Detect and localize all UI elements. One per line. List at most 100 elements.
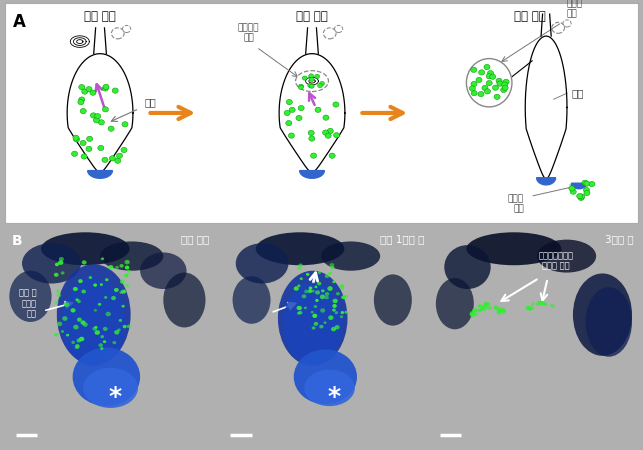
Circle shape — [570, 189, 576, 194]
Circle shape — [496, 78, 502, 84]
Circle shape — [79, 337, 84, 341]
Circle shape — [503, 309, 506, 312]
Circle shape — [535, 302, 539, 306]
Circle shape — [71, 308, 76, 312]
Circle shape — [116, 153, 123, 158]
Circle shape — [300, 277, 303, 280]
Circle shape — [57, 322, 62, 326]
Circle shape — [336, 292, 340, 296]
Circle shape — [98, 120, 104, 125]
Circle shape — [544, 303, 547, 306]
Ellipse shape — [57, 264, 131, 365]
Circle shape — [304, 290, 309, 293]
Circle shape — [484, 302, 488, 306]
Circle shape — [303, 306, 307, 309]
Circle shape — [314, 74, 320, 78]
Circle shape — [82, 290, 86, 293]
Text: 교미 직후: 교미 직후 — [181, 234, 210, 244]
Circle shape — [501, 309, 506, 314]
Circle shape — [98, 145, 104, 151]
Circle shape — [494, 306, 498, 309]
Circle shape — [298, 84, 303, 88]
Circle shape — [484, 302, 489, 307]
Circle shape — [73, 287, 78, 291]
Circle shape — [332, 280, 336, 283]
Circle shape — [332, 304, 337, 308]
Circle shape — [334, 133, 340, 138]
Circle shape — [86, 146, 92, 152]
Circle shape — [488, 306, 492, 310]
Circle shape — [55, 263, 59, 266]
Circle shape — [345, 311, 348, 314]
Circle shape — [478, 304, 482, 307]
Circle shape — [528, 307, 532, 310]
Circle shape — [80, 140, 86, 146]
Circle shape — [472, 308, 477, 313]
Circle shape — [77, 300, 81, 303]
Circle shape — [502, 82, 507, 87]
Circle shape — [577, 194, 583, 199]
Circle shape — [125, 266, 129, 270]
Circle shape — [109, 156, 115, 161]
Circle shape — [579, 194, 584, 199]
Circle shape — [78, 279, 83, 283]
Circle shape — [340, 284, 344, 288]
Text: 자궁 내
보관된
정자: 자궁 내 보관된 정자 — [19, 289, 37, 319]
Circle shape — [83, 322, 88, 327]
Text: B: B — [12, 234, 22, 248]
Text: 교미 직후: 교미 직후 — [84, 10, 116, 23]
Circle shape — [71, 341, 75, 344]
Circle shape — [494, 307, 498, 310]
Circle shape — [582, 180, 588, 185]
Circle shape — [323, 115, 329, 120]
Circle shape — [331, 327, 336, 331]
Circle shape — [122, 290, 126, 293]
Ellipse shape — [41, 232, 130, 265]
Circle shape — [503, 79, 509, 85]
Circle shape — [527, 306, 530, 309]
Circle shape — [112, 88, 118, 93]
Circle shape — [486, 81, 492, 86]
Circle shape — [538, 302, 542, 306]
Ellipse shape — [10, 271, 51, 322]
Polygon shape — [87, 171, 113, 178]
Circle shape — [302, 76, 307, 80]
Circle shape — [102, 86, 108, 91]
Ellipse shape — [466, 58, 512, 107]
Text: 3시간 후: 3시간 후 — [606, 234, 634, 244]
Circle shape — [80, 108, 86, 114]
Circle shape — [111, 296, 116, 300]
Circle shape — [321, 289, 325, 292]
Circle shape — [334, 325, 340, 329]
Circle shape — [478, 70, 485, 75]
Circle shape — [496, 307, 502, 312]
Circle shape — [529, 307, 532, 310]
Circle shape — [318, 271, 321, 274]
Ellipse shape — [586, 287, 632, 357]
Ellipse shape — [466, 232, 561, 265]
Circle shape — [490, 74, 496, 79]
Circle shape — [95, 113, 101, 119]
Circle shape — [66, 334, 69, 337]
Circle shape — [121, 289, 126, 294]
Circle shape — [93, 327, 97, 331]
Circle shape — [493, 85, 498, 90]
Polygon shape — [537, 178, 556, 185]
Circle shape — [108, 265, 113, 270]
Circle shape — [311, 311, 314, 314]
Circle shape — [117, 328, 121, 332]
Circle shape — [127, 270, 131, 273]
Circle shape — [312, 326, 316, 330]
Circle shape — [502, 85, 508, 90]
Circle shape — [309, 84, 314, 88]
Ellipse shape — [304, 369, 355, 406]
Circle shape — [341, 288, 344, 290]
Circle shape — [54, 301, 59, 304]
Circle shape — [100, 335, 104, 338]
Circle shape — [297, 306, 302, 310]
Circle shape — [298, 266, 301, 270]
Polygon shape — [279, 54, 345, 172]
Circle shape — [78, 97, 85, 102]
Circle shape — [331, 266, 334, 270]
Circle shape — [286, 99, 293, 105]
